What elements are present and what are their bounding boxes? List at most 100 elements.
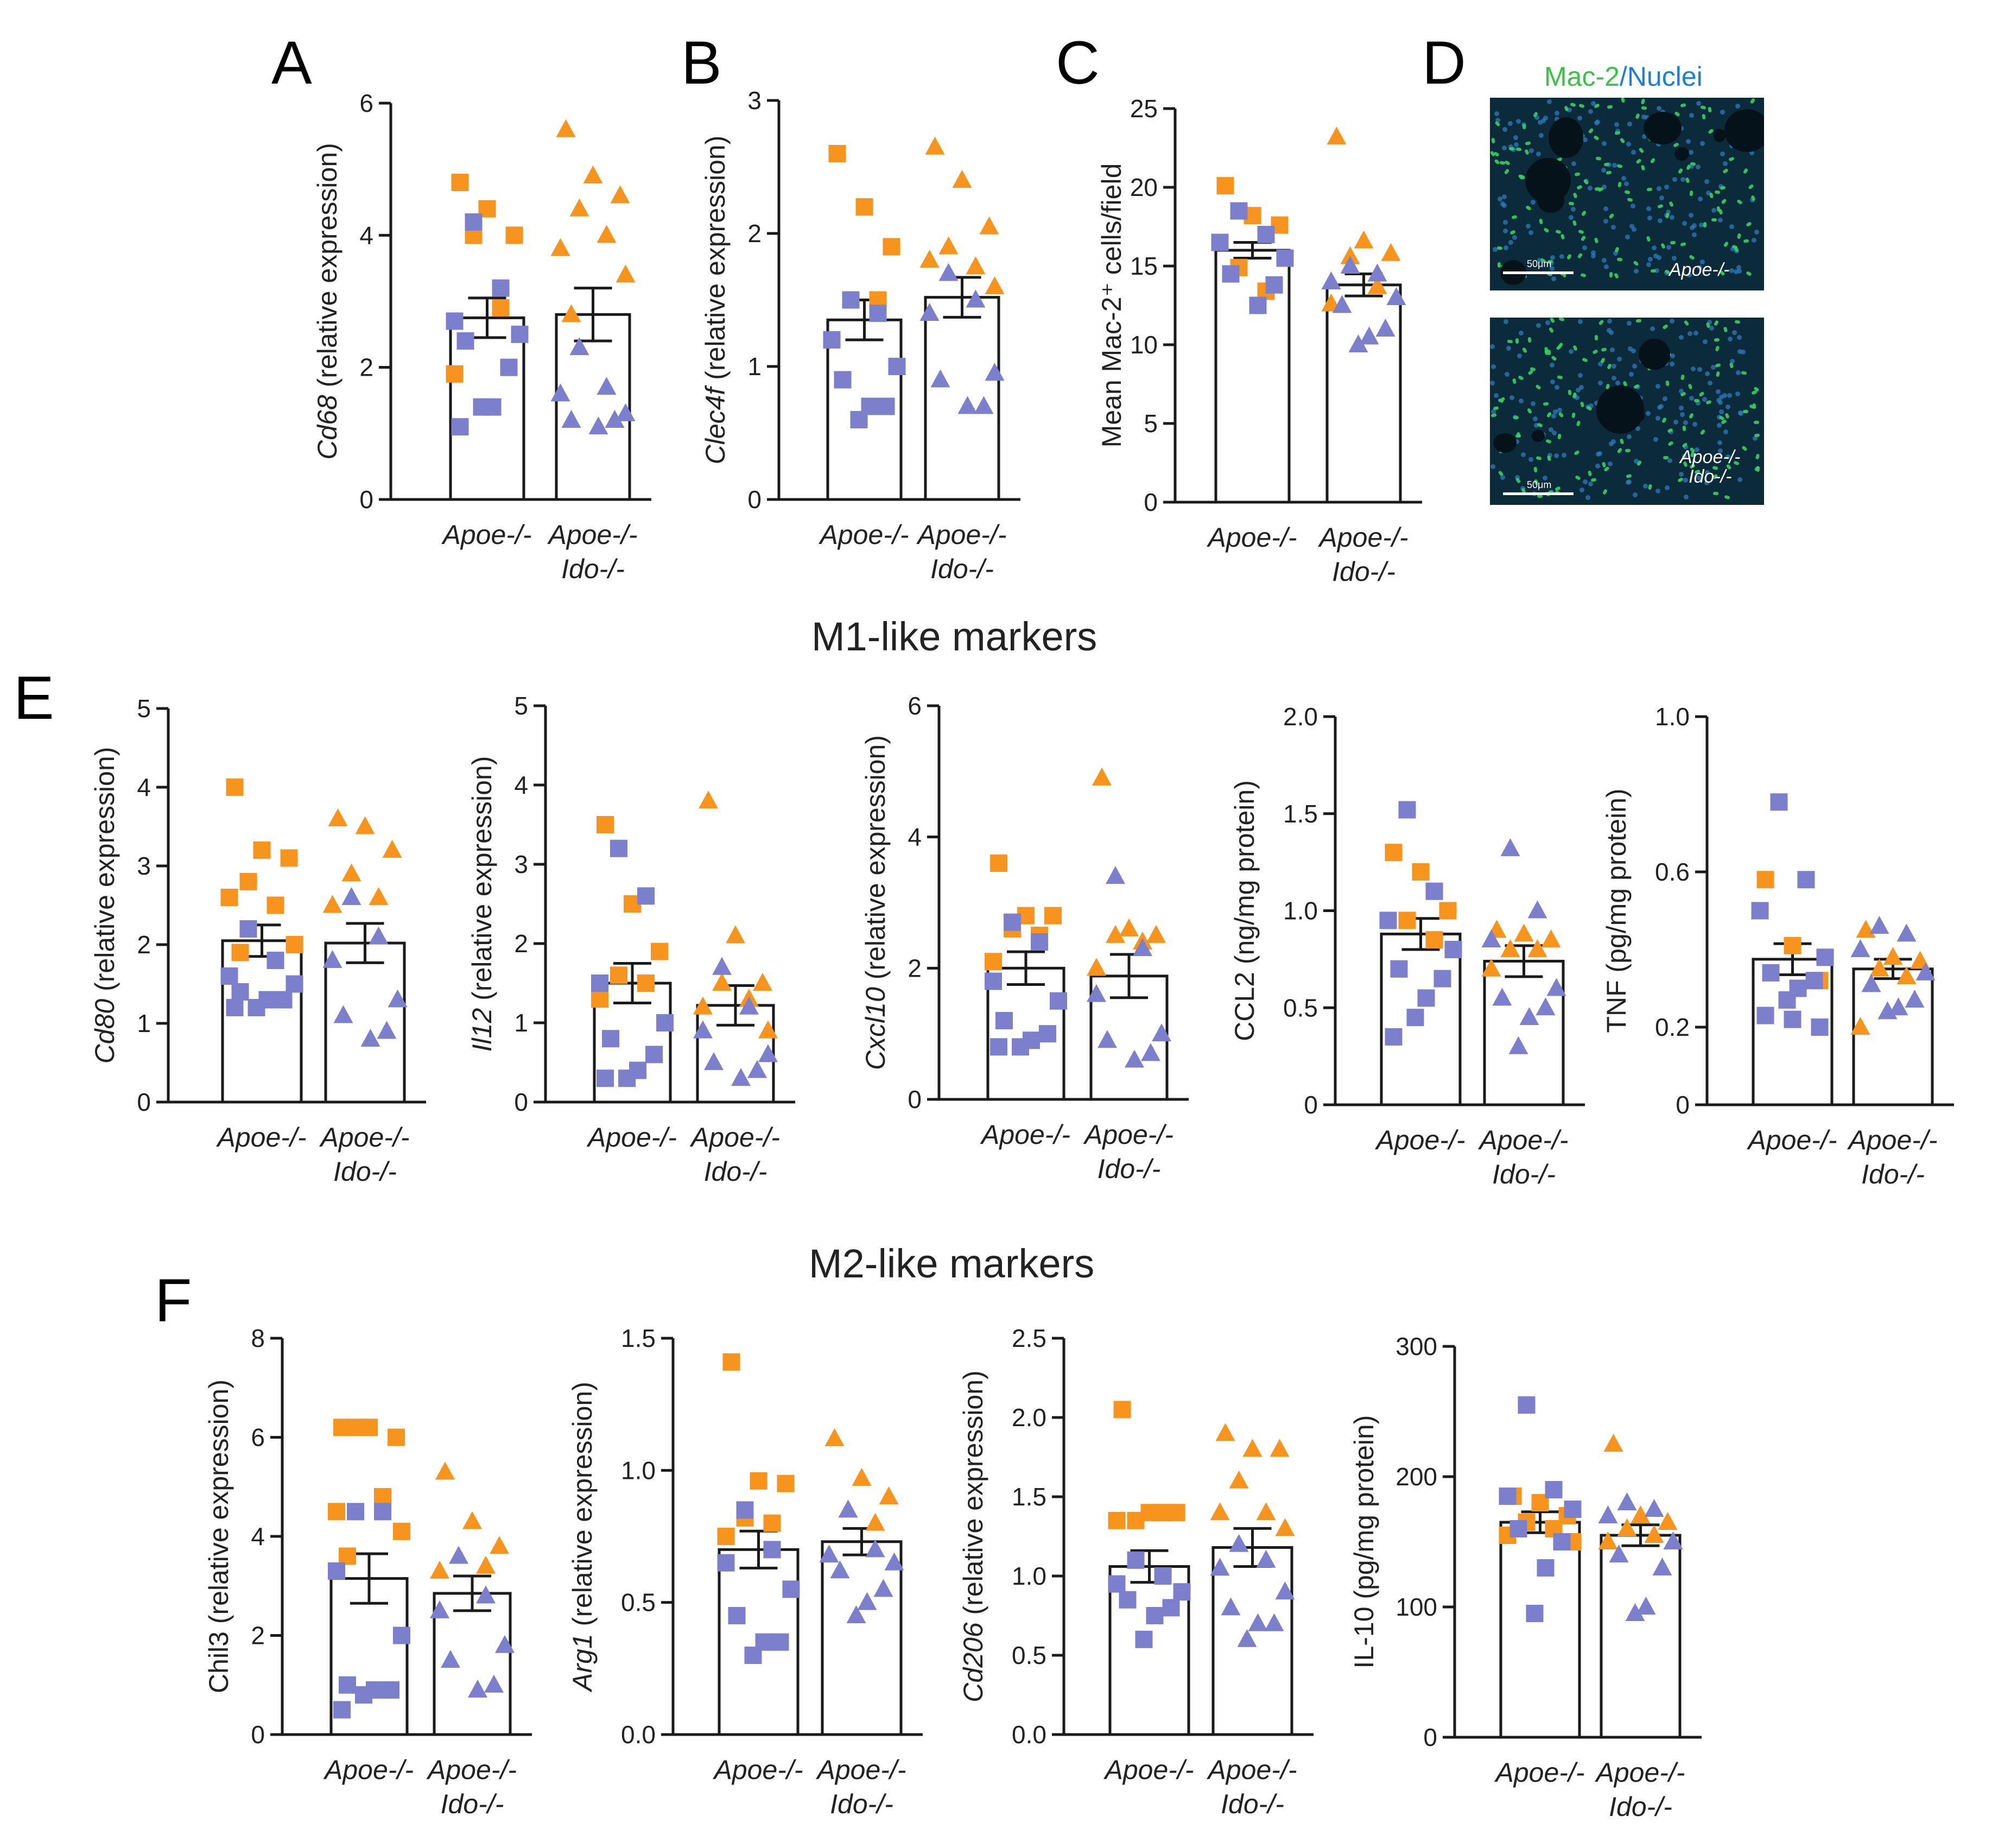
genotype-line-2: Ido-/- [1689, 466, 1732, 487]
mac2-signal [1602, 489, 1608, 495]
triangle-point [1146, 925, 1166, 943]
triangle-point [1492, 988, 1512, 1006]
nucleus [1492, 247, 1498, 252]
stain-slash: / [1619, 61, 1627, 92]
nucleus [1690, 225, 1695, 231]
nucleus [1613, 251, 1619, 256]
nucleus [1688, 213, 1693, 218]
mac2-signal [1594, 237, 1598, 244]
nucleus [1627, 321, 1632, 326]
y-tick-label: 300 [1395, 1332, 1437, 1360]
mac2-signal [1641, 106, 1647, 110]
nucleus [1528, 230, 1533, 235]
y-tick-label: 0.5 [1283, 993, 1318, 1022]
y-tick-label: 4 [137, 773, 151, 801]
panel-label-f: F [155, 1267, 192, 1334]
mac2-signal [1713, 491, 1719, 496]
square-point [492, 279, 510, 297]
nucleus [1490, 380, 1495, 385]
nucleus [1729, 268, 1734, 274]
triangle-point [1603, 1434, 1623, 1452]
nucleus [1711, 208, 1717, 213]
triangle-point [1275, 1518, 1295, 1536]
category-label-line-2: Ido-/- [704, 1156, 767, 1187]
triangle-point [985, 276, 1005, 294]
mac2-signal [1627, 198, 1633, 202]
category-label: Apoe-/- [1375, 1125, 1466, 1155]
y-axis-label-text: IL-10 (pg/mg protein) [1349, 1415, 1379, 1669]
triangle-point [758, 1020, 778, 1039]
square-point [610, 966, 627, 984]
y-tick-label: 8 [251, 1324, 265, 1352]
nucleus [1717, 400, 1723, 406]
square-point [220, 967, 238, 985]
triangle-point [758, 1044, 778, 1062]
panel-label-b: B [681, 29, 722, 97]
square-point [286, 936, 303, 953]
nucleus [1549, 427, 1554, 432]
nucleus [1494, 111, 1500, 116]
nucleus [1537, 120, 1543, 125]
square-point [883, 238, 900, 256]
category-label-line-2: Ido-/- [561, 554, 625, 584]
mac2-signal [1720, 186, 1726, 191]
square-point [1379, 912, 1397, 929]
category-label-line-2: Ido-/- [441, 1789, 504, 1819]
mac2-signal [1746, 271, 1753, 277]
y-axis-label: Cd206 (relative expression) [958, 1370, 988, 1702]
nucleus [1513, 135, 1518, 140]
square-point [374, 1503, 391, 1521]
nucleus [1632, 226, 1637, 232]
nucleus [1717, 423, 1722, 428]
triangle-point [1609, 1545, 1629, 1562]
section-title-m1: M1-like markers [811, 614, 1097, 659]
mac2-signal [1545, 439, 1552, 444]
square-point [231, 944, 249, 961]
y-axis-label-text: (relative expression) [312, 143, 342, 395]
mac2-signal [1606, 170, 1612, 175]
mac2-signal [1714, 190, 1720, 194]
triangle-point [1869, 916, 1889, 934]
triangle-point [1915, 962, 1936, 980]
mac2-signal [1509, 230, 1516, 236]
square-point [1797, 871, 1815, 889]
square-point [1108, 1575, 1126, 1593]
triangle-point [476, 1585, 496, 1604]
nucleus [1682, 453, 1687, 459]
square-point [388, 1428, 405, 1446]
nucleus [1663, 396, 1668, 401]
triangle-point [1625, 1603, 1645, 1621]
category-label-line-2: Ido-/- [830, 1789, 893, 1819]
triangle-point [1256, 1502, 1276, 1521]
mac2-signal [1707, 128, 1714, 135]
nucleus [1503, 228, 1508, 233]
triangle-point [1229, 1534, 1249, 1552]
nucleus [1664, 185, 1669, 190]
square-point [333, 1701, 351, 1719]
triangle-point [430, 1560, 449, 1579]
triangle-point [1119, 918, 1139, 936]
square-point [339, 1676, 356, 1694]
square-point [1509, 1520, 1527, 1537]
y-tick-label: 2 [747, 219, 762, 248]
y-axis-label: TNF (pg/mg protein) [1601, 788, 1632, 1033]
y-tick-label: 4 [359, 221, 373, 249]
y-tick-label: 10 [1130, 331, 1158, 359]
stain-green-label: Mac-2 [1544, 61, 1620, 92]
y-tick-label: 100 [1395, 1593, 1437, 1621]
square-point [834, 371, 852, 389]
nucleus [1685, 138, 1691, 144]
triangle-point [1508, 1036, 1528, 1054]
square-point [618, 1069, 636, 1087]
chart-e2: 0 1 2 3 4 5 Il12 (relative expression) Apoe-/- A… [467, 692, 795, 1187]
square-point [850, 411, 868, 428]
triangle-point [879, 1486, 899, 1504]
nucleus [1647, 257, 1653, 262]
triangle-point [435, 1461, 455, 1480]
square-point [782, 1580, 800, 1598]
triangle-point [476, 1555, 496, 1574]
triangle-point [693, 1020, 713, 1039]
mac2-signal [1535, 384, 1542, 390]
y-tick-label: 2.0 [1012, 1403, 1046, 1432]
triangle-point [1141, 1043, 1160, 1061]
